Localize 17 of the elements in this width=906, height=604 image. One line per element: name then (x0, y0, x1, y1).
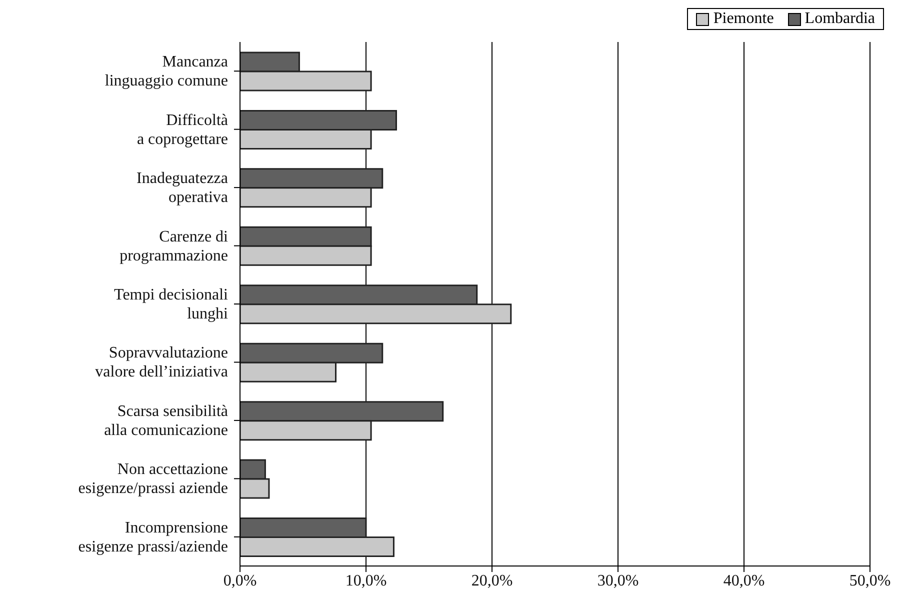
y-tick-label: Difficoltà a coprogettare (136, 112, 228, 148)
y-tick-label: Carenze di programmazione (120, 228, 229, 264)
y-tick-label: Non accettazione esigenze/prassi aziende (78, 461, 228, 498)
legend-label: Piemonte (712, 10, 774, 28)
x-tick-label: 30,0% (597, 572, 639, 590)
x-tick-label: 10,0% (345, 572, 387, 590)
x-tick-label: 50,0% (849, 572, 891, 590)
y-tick-label: Mancanza linguaggio comune (104, 54, 228, 90)
x-tick-label: 20,0% (471, 572, 513, 590)
y-tick-label: Incomprensione esigenze prassi/aziende (78, 519, 228, 556)
y-tick-label: Scarsa sensibilità alla comunicazione (104, 402, 228, 439)
y-tick-label: Inadeguatezza operativa (136, 170, 228, 206)
legend-label: Lombardia (804, 10, 875, 28)
y-tick-label: Tempi decisionali lunghi (114, 286, 229, 322)
y-tick-label: Sopravvalutazione valore dell’iniziativa (95, 344, 228, 381)
x-tick-label: 40,0% (723, 572, 765, 590)
x-tick-label: 0,0% (223, 572, 257, 590)
